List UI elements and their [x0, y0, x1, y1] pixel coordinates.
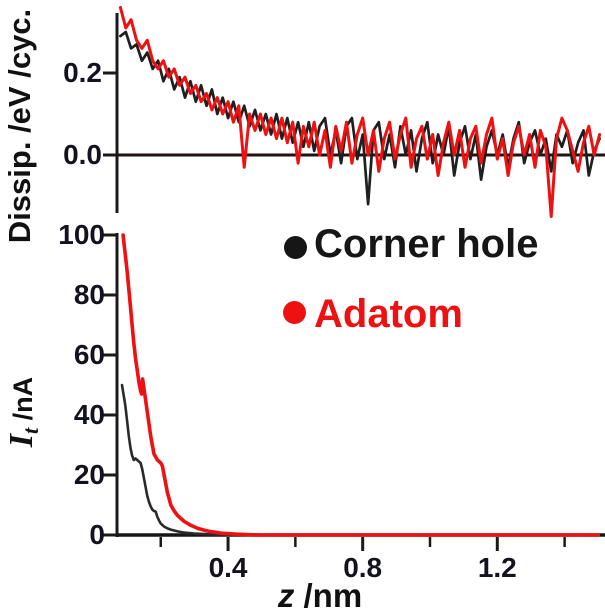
tick-label: 0.0	[63, 139, 102, 170]
legend-label-adatom: Adatom	[314, 292, 463, 336]
dissipation-y-axis-label: Dissip. /eV /cyc.	[2, 8, 37, 244]
tick-label: 40	[73, 399, 105, 430]
dissipation-plot	[103, 5, 605, 218]
tick-label: 0.8	[343, 552, 383, 583]
tick-label: 20	[73, 459, 105, 490]
tick-label: 0	[89, 519, 105, 550]
corner-hole-dot-icon	[284, 236, 307, 259]
tick-label: 60	[73, 339, 105, 370]
legend-label-corner-hole: Corner hole	[314, 222, 539, 266]
tick-label: 100	[58, 219, 105, 250]
current-y-axis-label: It /nA	[2, 334, 43, 490]
z-symbol: z	[277, 577, 295, 614]
tick-label: 1.2	[477, 552, 517, 583]
tick-label: 0.4	[208, 552, 248, 583]
current-unit: /nA	[8, 376, 38, 428]
current-symbol: I	[3, 433, 40, 448]
current-plot	[103, 233, 605, 551]
adatom-dot-icon	[283, 301, 306, 324]
z-unit: /nm	[294, 577, 363, 614]
current-subscript: t	[18, 427, 43, 434]
tick-label: 0.2	[63, 57, 102, 88]
x-axis-label: z /nm	[240, 577, 400, 614]
tick-label: 80	[73, 279, 105, 310]
